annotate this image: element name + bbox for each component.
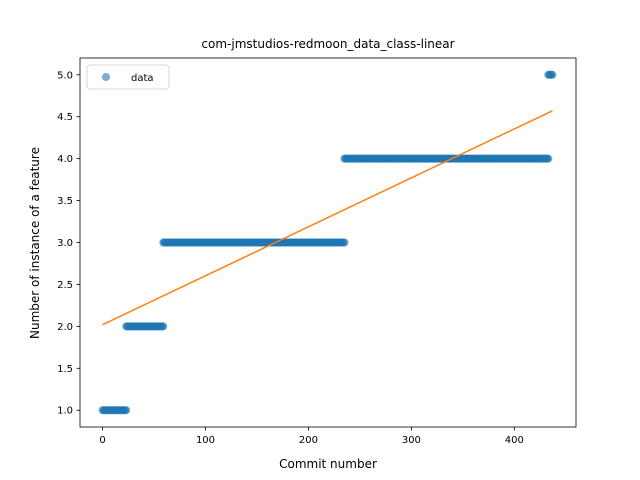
y-tick-label: 4.0	[57, 154, 73, 165]
x-tick-label: 200	[299, 435, 318, 446]
y-tick-label: 1.5	[57, 364, 73, 375]
y-tick-label: 2.5	[57, 280, 73, 291]
x-tick-label: 400	[505, 435, 524, 446]
y-tick-label: 3.0	[57, 238, 73, 249]
y-tick-label: 3.5	[57, 196, 73, 207]
y-axis-label: Number of instance of a feature	[28, 147, 42, 339]
x-axis-label: Commit number	[279, 457, 377, 471]
data-point	[340, 238, 349, 247]
y-tick-label: 4.5	[57, 112, 73, 123]
data-point	[122, 406, 131, 415]
x-tick-label: 300	[402, 435, 421, 446]
legend-marker	[102, 73, 110, 81]
y-tick-label: 2.0	[57, 322, 73, 333]
chart-title: com-jmstudios-redmoon_data_class-linear	[201, 37, 454, 51]
x-tick-label: 0	[99, 435, 105, 446]
y-tick-label: 1.0	[57, 406, 73, 417]
y-tick-label: 5.0	[57, 70, 73, 81]
legend-box	[86, 64, 170, 90]
data-point	[544, 154, 553, 163]
fit-line	[102, 110, 553, 326]
data-point	[159, 322, 168, 331]
data-point	[548, 70, 557, 79]
legend-label: data	[131, 73, 154, 84]
plot-area: 0 100 200 300 400 1.0 1.5 2.0 2.5 3.0 3.5 4.0 4.5 5.0…	[57, 57, 577, 446]
x-tick-label: 100	[196, 435, 215, 446]
